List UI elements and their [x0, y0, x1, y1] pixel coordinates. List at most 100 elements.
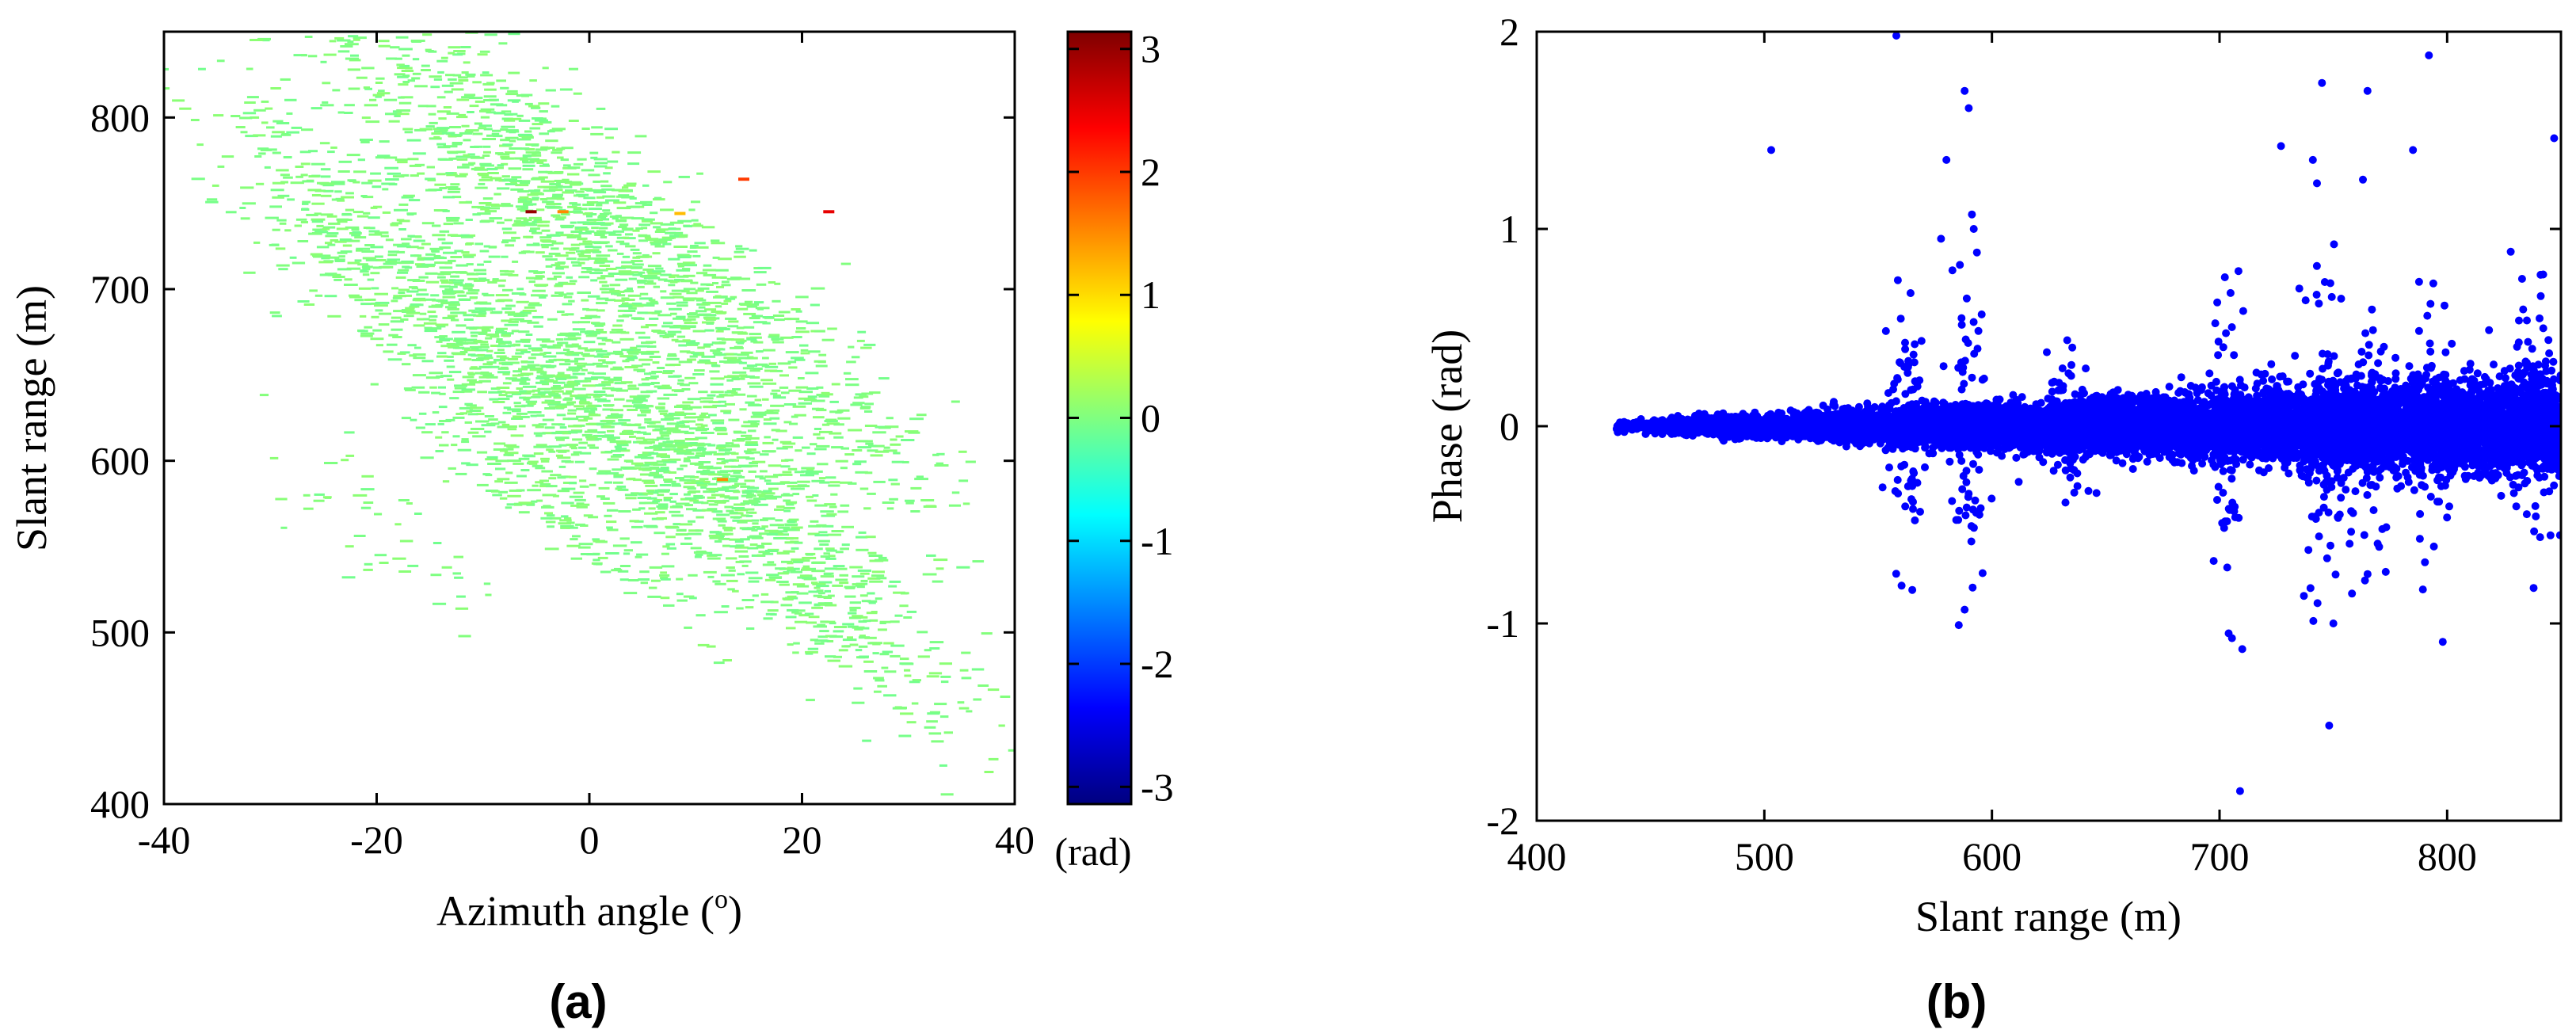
phase-pixel — [507, 428, 517, 431]
phase-pixel — [794, 414, 806, 417]
phase-pixel — [198, 67, 206, 71]
phase-pixel — [939, 662, 952, 665]
phase-pixel — [619, 537, 630, 540]
phase-pixel — [530, 154, 542, 157]
phase-pixel — [665, 525, 679, 528]
phase-pixel — [599, 227, 608, 230]
phase-pixel — [814, 330, 825, 333]
phase-pixel — [417, 258, 425, 261]
phase-pixel — [761, 398, 769, 401]
phase-pixel — [948, 504, 961, 507]
phase-pixel — [571, 247, 580, 250]
phase-pixel — [638, 578, 650, 581]
phase-pixel — [584, 212, 593, 215]
phase-pixel — [449, 186, 459, 189]
phase-pixel — [711, 364, 718, 367]
phase-pixel — [340, 250, 352, 253]
phase-pixel — [570, 447, 577, 450]
phase-pixel — [589, 411, 596, 414]
phase-pixel — [458, 79, 469, 82]
phase-pixel — [615, 448, 627, 450]
phase-pixel — [784, 523, 798, 526]
phase-pixel — [311, 218, 326, 221]
phase-pixel — [570, 504, 580, 507]
phase-pixel — [561, 487, 576, 490]
phase-pixel — [612, 341, 621, 344]
phase-pixel — [322, 15, 332, 17]
phase-pixel — [523, 202, 531, 205]
phase-pixel — [745, 457, 755, 460]
phase-pixel — [603, 425, 612, 428]
phase-pixel — [837, 417, 851, 420]
phase-pixel — [586, 349, 595, 352]
phase-pixel — [539, 198, 548, 200]
phase-pixel — [270, 189, 284, 192]
phase-pixel — [508, 344, 516, 347]
phase-pixel — [566, 257, 577, 261]
phase-pixel — [318, 254, 331, 257]
phase-pixel — [257, 147, 269, 151]
phase-pixel — [346, 267, 361, 270]
phase-pixel — [550, 474, 562, 477]
phase-pixel — [668, 284, 676, 287]
phase-pixel — [450, 24, 457, 26]
phase-pixel — [807, 532, 820, 536]
phase-pixel — [650, 276, 659, 279]
phase-pixel — [623, 299, 635, 301]
phase-pixel — [862, 739, 871, 742]
phase-pixel — [580, 188, 593, 191]
phase-pixel — [541, 246, 549, 249]
phase-pixel — [360, 332, 375, 335]
phase-pixel — [387, 343, 398, 346]
phase-pixel — [676, 335, 686, 338]
phase-pixel — [644, 501, 658, 505]
phase-pixel — [480, 116, 490, 119]
phase-pixel — [430, 294, 440, 297]
phase-pixel — [762, 517, 775, 520]
phase-pixel — [455, 413, 464, 415]
phase-pixel — [418, 412, 427, 415]
phase-pixel — [894, 614, 903, 617]
phase-pixel — [745, 356, 758, 360]
phase-pixel — [463, 61, 471, 64]
phase-pixel — [710, 377, 725, 380]
colorbar-tick-label: 0 — [1141, 396, 1160, 440]
phase-pixel — [496, 340, 504, 343]
phase-pixel — [577, 292, 591, 294]
phase-pixel — [473, 314, 485, 317]
phase-pixel — [525, 276, 534, 280]
phase-pixel — [524, 148, 535, 151]
phase-pixel — [411, 386, 425, 389]
hot-pixel — [823, 210, 835, 214]
phase-pixel — [196, 143, 204, 147]
phase-pixel — [593, 562, 603, 566]
phase-pixel — [928, 732, 942, 735]
phase-pixel — [690, 547, 702, 550]
phase-pixel — [266, 20, 278, 22]
phase-pixel — [604, 128, 618, 131]
phase-pixel — [677, 256, 692, 259]
phase-pixel — [414, 346, 421, 349]
phase-pixel — [485, 458, 498, 461]
phase-pixel — [650, 212, 658, 215]
phase-pixel — [633, 478, 642, 482]
phase-pixel — [434, 336, 445, 339]
phase-pixel — [465, 200, 472, 204]
phase-pixel — [644, 463, 652, 466]
phase-pixel — [371, 315, 379, 318]
phase-pixel — [444, 359, 455, 362]
phase-pixel — [539, 445, 552, 448]
phase-pixel — [433, 135, 440, 139]
phase-pixel — [669, 422, 680, 425]
phase-pixel — [890, 654, 901, 658]
phase-pixel — [626, 205, 640, 208]
phase-pixel — [927, 712, 940, 715]
phase-pixel — [374, 292, 388, 295]
phase-pixel — [770, 600, 779, 604]
phase-pixel — [701, 452, 713, 456]
phase-pixel — [775, 567, 786, 570]
phase-pixel — [748, 420, 760, 423]
phase-pixel — [662, 372, 673, 375]
phase-pixel — [779, 374, 789, 377]
phase-pixel — [391, 222, 402, 225]
